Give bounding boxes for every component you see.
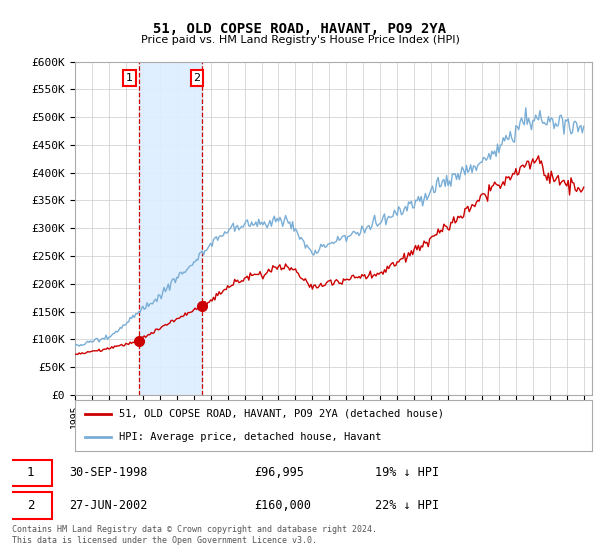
Text: 19% ↓ HPI: 19% ↓ HPI bbox=[375, 466, 439, 479]
Bar bbox=[139, 62, 202, 395]
Text: £96,995: £96,995 bbox=[254, 466, 304, 479]
Text: Contains HM Land Registry data © Crown copyright and database right 2024.
This d: Contains HM Land Registry data © Crown c… bbox=[12, 525, 377, 545]
Text: 1: 1 bbox=[126, 73, 133, 83]
Text: HPI: Average price, detached house, Havant: HPI: Average price, detached house, Hava… bbox=[119, 432, 382, 442]
Text: 2: 2 bbox=[194, 73, 200, 83]
Text: 51, OLD COPSE ROAD, HAVANT, PO9 2YA (detached house): 51, OLD COPSE ROAD, HAVANT, PO9 2YA (det… bbox=[119, 408, 444, 418]
Text: Price paid vs. HM Land Registry's House Price Index (HPI): Price paid vs. HM Land Registry's House … bbox=[140, 35, 460, 45]
Text: 27-JUN-2002: 27-JUN-2002 bbox=[70, 499, 148, 512]
Text: 1: 1 bbox=[26, 466, 34, 479]
FancyBboxPatch shape bbox=[9, 492, 52, 519]
Text: £160,000: £160,000 bbox=[254, 499, 311, 512]
Text: 22% ↓ HPI: 22% ↓ HPI bbox=[375, 499, 439, 512]
Text: 30-SEP-1998: 30-SEP-1998 bbox=[70, 466, 148, 479]
Text: 51, OLD COPSE ROAD, HAVANT, PO9 2YA: 51, OLD COPSE ROAD, HAVANT, PO9 2YA bbox=[154, 22, 446, 36]
FancyBboxPatch shape bbox=[9, 460, 52, 486]
Text: 2: 2 bbox=[26, 499, 34, 512]
